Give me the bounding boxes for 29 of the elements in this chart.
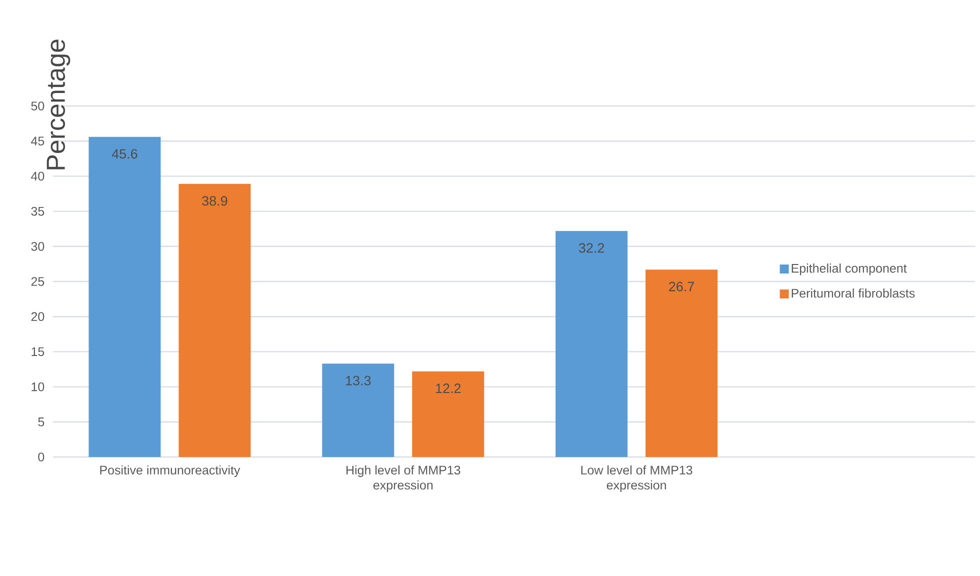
- legend-label: Peritumoral fibroblasts: [792, 288, 915, 298]
- data-label: 38.9: [202, 196, 228, 206]
- x-tick-label: Low level of MMP13 expression: [581, 465, 692, 492]
- data-label: 12.2: [436, 384, 461, 393]
- legend-label: Epithelial component: [792, 264, 907, 276]
- y-tick-label: 35: [31, 206, 44, 216]
- y-tick-label: 50: [31, 102, 44, 110]
- bar: [646, 270, 718, 457]
- x-tick-label: Positive immunoreactivity: [100, 465, 240, 478]
- data-label: 45.6: [112, 149, 138, 159]
- y-tick-label: 30: [31, 242, 44, 251]
- y-tick-label: 0: [38, 452, 44, 462]
- y-tick-label: 5: [38, 418, 44, 426]
- x-tick-label: High level of MMP13 expression: [346, 465, 460, 492]
- y-axis-title: Percentage: [46, 40, 70, 170]
- bar: [88, 136, 161, 457]
- bar: [412, 371, 484, 457]
- y-tick-label: 25: [31, 277, 44, 286]
- y-tick-label: 40: [31, 172, 44, 181]
- y-tick-label: 10: [32, 382, 44, 392]
- data-label: 13.3: [346, 376, 371, 386]
- data-label: 32.2: [578, 243, 604, 253]
- y-tick-label: 45: [31, 136, 44, 146]
- bar: [556, 230, 628, 457]
- y-tick-label: 20: [31, 312, 44, 322]
- data-label: 26.7: [669, 282, 694, 292]
- bar: [322, 364, 394, 457]
- y-tick-label: 15: [32, 347, 44, 356]
- bar: [178, 184, 251, 457]
